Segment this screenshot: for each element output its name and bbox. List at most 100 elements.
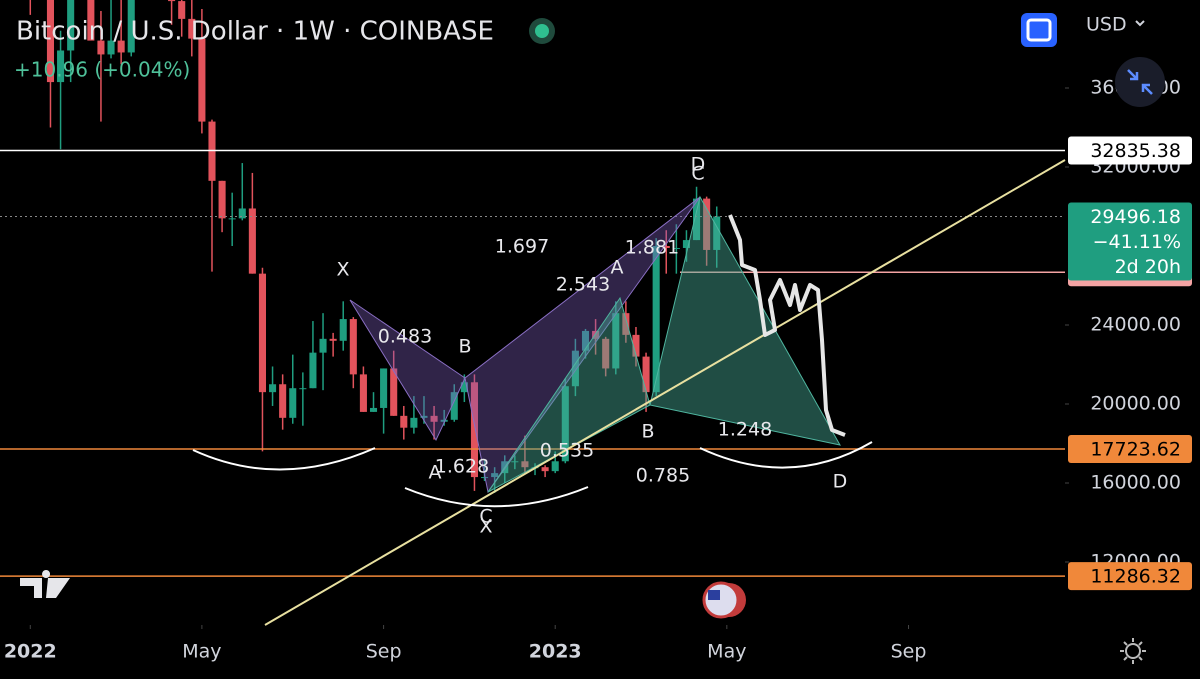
candle-body — [440, 419, 448, 422]
y-tick-label: 16000.00 — [1090, 471, 1181, 493]
candle-body — [329, 338, 337, 341]
current-price: 29496.18 — [1090, 206, 1181, 228]
pattern-label: D — [691, 154, 706, 176]
candle-body — [703, 198, 711, 250]
candle-body — [279, 384, 287, 418]
candle-body — [107, 40, 115, 55]
candle-body — [258, 273, 266, 393]
trend-line — [264, 159, 1066, 626]
pattern-bcd — [649, 195, 841, 446]
candle-body — [541, 467, 549, 472]
candle-body — [228, 218, 236, 220]
candle-body — [57, 50, 65, 83]
tv-logo — [20, 570, 70, 598]
candle-body — [319, 338, 327, 353]
candle-body — [248, 208, 256, 274]
theme-rays — [1120, 638, 1146, 664]
hand-drawing — [728, 214, 846, 437]
price-label-box — [1068, 562, 1192, 591]
pattern-bcd — [464, 196, 701, 494]
candle-body — [178, 1, 186, 19]
x-tick-label: 2022 — [4, 641, 57, 663]
pattern-label: A — [611, 257, 624, 279]
pattern-label: B — [641, 421, 654, 443]
theme-icon[interactable] — [1125, 643, 1141, 659]
candle-body — [693, 198, 701, 241]
candle-body — [642, 356, 650, 393]
ratio-label: 1.248 — [718, 419, 772, 441]
price-change-pct: −41.11% — [1093, 231, 1181, 253]
drawings — [192, 159, 1066, 626]
candle-body — [511, 461, 519, 463]
candle-body — [117, 40, 125, 53]
candle-body — [450, 392, 458, 420]
candle-body — [188, 18, 196, 39]
candle-body — [289, 388, 297, 418]
status-dot — [535, 24, 549, 38]
support-arcs — [192, 441, 873, 508]
candle-body — [682, 240, 690, 248]
candle-body — [198, 38, 206, 122]
candle-body — [46, 0, 55, 83]
candle-body — [359, 374, 367, 412]
candle-body — [481, 477, 489, 479]
bar-countdown: 2d 20h — [1115, 256, 1181, 278]
ratio-label: 1.628 — [435, 456, 489, 478]
candle-body — [218, 180, 226, 219]
candle-body — [97, 40, 105, 55]
candle-body — [622, 313, 630, 335]
ratio-label: 0.483 — [378, 326, 432, 348]
candle-body — [521, 461, 529, 468]
candle-body — [491, 473, 499, 478]
ratio-label: 0.535 — [540, 440, 594, 462]
price-label: 32835.38 — [1090, 140, 1181, 162]
candle-body — [309, 352, 317, 389]
candle-body — [420, 415, 428, 418]
candle-body — [380, 368, 388, 408]
candle-body — [269, 384, 277, 393]
candle-body — [561, 386, 569, 462]
fullscreen-button[interactable] — [1021, 13, 1057, 47]
x-tick-label: Sep — [366, 641, 402, 663]
pattern-label: D — [833, 471, 848, 493]
candle-body — [168, 0, 176, 2]
x-tick-label: Sep — [891, 641, 927, 663]
candle-body — [652, 246, 660, 393]
price-label: 11286.32 — [1090, 566, 1181, 588]
x-tick-label: May — [707, 641, 746, 663]
pattern-label: X — [479, 516, 492, 538]
candle-body — [460, 382, 468, 393]
collapse-button[interactable] — [1115, 57, 1165, 107]
chevron — [1135, 20, 1145, 27]
y-tick-label: 24000.00 — [1090, 314, 1181, 336]
candle-body — [662, 246, 670, 248]
ratio-label: 2.543 — [556, 274, 610, 296]
x-tick-label: 2023 — [529, 641, 582, 663]
candle-body — [339, 319, 347, 341]
price-label-box — [1068, 434, 1192, 463]
pattern-label: X — [336, 259, 349, 281]
candle-body — [87, 0, 95, 41]
candle-body — [410, 417, 418, 428]
x-tick-label: May — [182, 641, 221, 663]
ratio-label: 1.881 — [625, 237, 679, 259]
candle-body — [672, 247, 680, 249]
candle-body — [127, 0, 135, 53]
current-price-box — [1068, 202, 1192, 281]
pattern-label: C — [479, 506, 492, 528]
candle-body — [430, 415, 438, 422]
candle-body — [713, 216, 721, 250]
collapse-icon — [1127, 69, 1153, 95]
annotations: X 0.483 B 1.697 A 2.543 1.881 D C A 1.62… — [336, 154, 847, 538]
candle-body — [369, 407, 378, 412]
currency-selector[interactable]: USD — [1086, 14, 1127, 36]
candle-body — [581, 330, 590, 351]
candle-body — [390, 368, 398, 416]
candle-body — [299, 388, 307, 390]
candle-body — [602, 338, 610, 369]
candle-body — [470, 382, 478, 478]
flag-canton — [708, 590, 720, 600]
candle-body — [612, 313, 620, 369]
candle-body — [632, 334, 640, 357]
candle-body — [238, 208, 246, 219]
